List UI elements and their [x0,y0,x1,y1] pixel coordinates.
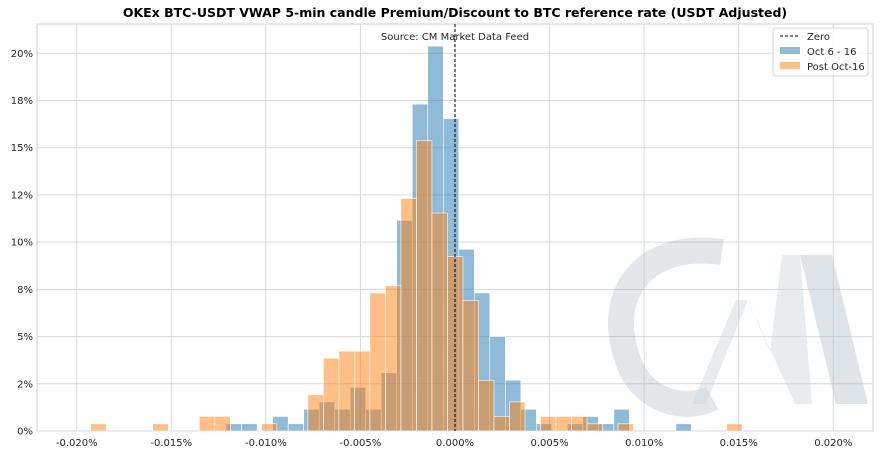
chart-title: OKEx BTC-USDT VWAP 5-min candle Premium/… [123,5,787,20]
y-tick-label: 0% [17,427,33,438]
histogram-bar-series-2 [323,357,340,432]
x-tick-label: -0.010% [245,438,287,449]
histogram-bar-series-2 [509,401,526,432]
x-axis-ticks: -0.020% -0.015% -0.010% -0.005% 0.000% 0.005%… [56,438,853,449]
histogram-bar-series-2 [261,423,278,432]
legend-series-2-swatch [780,62,800,69]
histogram-bar-series-2 [307,394,324,432]
histogram-bar-series-2 [90,423,107,432]
histogram-bar-series-2 [152,423,169,432]
histogram-bar-series-2 [198,416,216,432]
legend-series-1-swatch [780,47,800,54]
histogram-bar-series-2 [726,423,743,432]
watermark-m-leg [800,255,868,404]
y-tick-label: 20% [11,49,33,60]
histogram-bar-series-2 [540,416,557,432]
histogram-bar-series-2 [617,423,634,432]
watermark-c-shape [608,237,724,417]
histogram-bar-series-2 [338,350,355,432]
histogram-bar-series-2 [400,198,417,432]
x-tick-label: -0.015% [150,438,192,449]
histogram-bar-series-1 [675,423,692,432]
y-tick-label: 12% [11,190,33,201]
legend: Zero Oct 6 - 16 Post Oct-16 [772,27,869,77]
x-tick-label: -0.020% [56,438,98,449]
y-tick-label: 15% [11,143,33,154]
y-tick-label: 18% [11,96,33,107]
x-tick-label: 0.005% [530,438,568,449]
y-tick-label: 5% [17,332,33,343]
histogram-bar-series-2 [385,285,402,432]
legend-zero-label: Zero [807,32,830,43]
y-tick-label: 2% [17,379,33,390]
histogram-bar-series-2 [493,416,510,432]
y-tick-label: 8% [17,285,33,296]
x-tick-label: 0.010% [625,438,663,449]
histogram-bar-series-2 [214,416,231,432]
histogram-bar-series-2 [462,300,479,432]
histogram-bar-series-2 [571,416,588,432]
y-axis-ticks: 0% 2% 5% 8% 10% 12% 15% 18% 20% [11,49,33,438]
chart-subtitle: Source: CM Market Data Feed [381,32,529,43]
histogram-bar-series-1 [241,423,258,432]
cm-watermark-logo [608,237,868,417]
histogram-bar-series-1 [287,423,304,432]
x-tick-label: 0.000% [436,438,474,449]
histogram-bar-series-2 [416,140,433,432]
histogram-bars [90,45,743,432]
x-tick-label: -0.005% [340,438,382,449]
histogram-bar-series-2 [555,416,572,432]
x-tick-label: 0.020% [814,438,852,449]
histogram-bar-series-2 [478,379,495,432]
histogram-bar-series-2 [586,423,603,432]
legend-series-2-label: Post Oct-16 [807,62,865,73]
x-tick-label: 0.015% [720,438,758,449]
histogram-bar-series-2 [354,350,371,432]
histogram-bar-series-2 [369,292,386,432]
y-tick-label: 10% [11,238,33,249]
histogram-bar-series-2 [431,212,448,432]
legend-series-1-label: Oct 6 - 16 [807,47,857,58]
watermark-m-shape [692,255,812,404]
